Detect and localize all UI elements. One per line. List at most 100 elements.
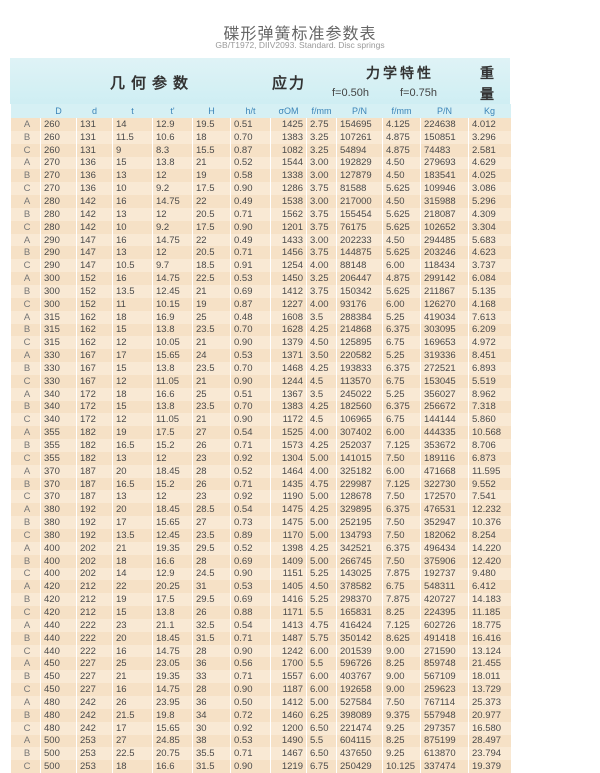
table-cell: 9.7 xyxy=(152,259,193,273)
table-row: B 370 187 16.5 15.2 26 0.71 1435 4.75 229987 7.125… xyxy=(10,477,511,491)
table-row: C 400 202 14 12.9 24.5 0.90 1151 5.25 143025 7.875… xyxy=(10,567,511,581)
table-cell: 15.2 xyxy=(152,439,193,452)
table-cell: 0.70 xyxy=(230,130,271,144)
table-cell: 6.00 xyxy=(306,670,337,684)
series-cell: B xyxy=(10,670,41,684)
table-cell: 187 xyxy=(76,464,113,478)
table-cell: 242 xyxy=(76,695,113,709)
table-cell: 0.53 xyxy=(230,734,271,748)
table-cell: 12 xyxy=(152,490,193,504)
table-row: B 260 131 11.5 10.6 18 0.70 1383 3.25 107261 4.875… xyxy=(10,130,511,144)
table-cell: 3.00 xyxy=(306,169,337,183)
table-cell: 0.54 xyxy=(230,503,271,517)
table-cell: 288384 xyxy=(336,310,383,324)
table-cell: 4.168 xyxy=(468,297,511,311)
table-cell: 3.75 xyxy=(306,284,337,298)
table-cell: 16.6 xyxy=(152,760,193,773)
table-row: B 480 242 21.5 19.8 34 0.72 1460 6.25 398089 9.375… xyxy=(10,708,511,722)
table-cell: 74483 xyxy=(420,143,469,157)
series-cell: A xyxy=(10,272,41,285)
table-cell: 192 xyxy=(76,516,113,529)
table-cell: 5.25 xyxy=(306,593,337,607)
table-cell: 294485 xyxy=(420,233,469,247)
table-cell: 142 xyxy=(76,207,113,221)
series-cell: C xyxy=(10,259,41,273)
table-cell: 420 xyxy=(40,593,77,607)
table-cell: 5.25 xyxy=(382,349,421,363)
table-cell: 7.125 xyxy=(382,618,421,632)
column-header: h/t xyxy=(230,104,271,118)
table-cell: 0.89 xyxy=(230,529,271,542)
table-cell: 13 xyxy=(112,246,153,260)
table-cell: 10.568 xyxy=(468,426,511,440)
table-cell: 13.729 xyxy=(468,683,511,696)
table-cell: 187 xyxy=(76,477,113,491)
table-cell: 8.254 xyxy=(468,529,511,542)
table-cell: 613870 xyxy=(420,747,469,761)
table-cell: 5.25 xyxy=(306,567,337,581)
table-cell: 0.70 xyxy=(230,400,271,414)
table-row: C 500 253 18 16.6 31.5 0.90 1219 6.75 250429 10.12… xyxy=(10,760,511,773)
table-cell: 203246 xyxy=(420,246,469,260)
table-cell: 21.455 xyxy=(468,657,511,671)
table-cell: 12.420 xyxy=(468,554,511,568)
table-cell: 33 xyxy=(192,670,231,684)
table-cell: 0.52 xyxy=(230,156,271,170)
table-cell: 7.50 xyxy=(382,516,421,529)
table-cell: 875199 xyxy=(420,734,469,748)
table-cell: 403767 xyxy=(336,670,383,684)
table-cell: 0.69 xyxy=(230,554,271,568)
series-cell: B xyxy=(10,130,41,144)
table-cell: 480 xyxy=(40,721,77,735)
table-cell: 3.50 xyxy=(306,349,337,363)
table-cell: 0.53 xyxy=(230,580,271,594)
table-row: B 315 162 15 13.8 23.5 0.70 1628 4.25 214868 6.375… xyxy=(10,323,511,337)
table-row: A 355 182 19 17.5 27 0.54 1525 4.00 307402 6.00 444… xyxy=(10,426,511,440)
table-cell: 6.00 xyxy=(306,683,337,696)
table-cell: 290 xyxy=(40,233,77,247)
table-cell: 118434 xyxy=(420,259,469,273)
table-cell: 182 xyxy=(76,426,113,440)
table-cell: 259623 xyxy=(420,683,469,696)
series-cell: C xyxy=(10,606,41,619)
table-cell: 18 xyxy=(112,554,153,568)
series-cell: A xyxy=(10,695,41,709)
series-cell: C xyxy=(10,644,41,658)
table-cell: 152 xyxy=(76,272,113,285)
table-cell: 28 xyxy=(192,464,231,478)
table-cell: 440 xyxy=(40,631,77,645)
table-row: C 420 212 15 13.8 26 0.88 1171 5.5 165831 8.25 2243… xyxy=(10,606,511,619)
table-cell: 14.75 xyxy=(152,195,193,208)
table-cell: 6.25 xyxy=(306,708,337,722)
table-cell: 330 xyxy=(40,349,77,363)
table-cell: 4.012 xyxy=(468,118,511,131)
table-cell: 4.50 xyxy=(382,169,421,183)
table-cell: 9.2 xyxy=(152,182,193,196)
column-header: f/mm xyxy=(306,104,337,118)
table-cell: 19 xyxy=(112,593,153,607)
table-cell: 30 xyxy=(192,721,231,735)
table-cell: 330 xyxy=(40,362,77,375)
table-cell: 222 xyxy=(76,618,113,632)
table-cell: 10 xyxy=(112,220,153,234)
series-cell: A xyxy=(10,118,41,131)
table-cell: 6.50 xyxy=(306,721,337,735)
table-row: A 370 187 20 18.45 28 0.52 1464 4.00 325182 6.00 47… xyxy=(10,464,511,478)
table-cell: 150851 xyxy=(420,130,469,144)
table-cell: 444335 xyxy=(420,426,469,440)
table-cell: 270 xyxy=(40,182,77,196)
column-header: t' xyxy=(152,104,193,118)
table-cell: 0.53 xyxy=(230,349,271,363)
table-cell: 154695 xyxy=(336,118,383,131)
table-cell: 31.5 xyxy=(192,760,231,773)
table-cell: 329895 xyxy=(336,503,383,517)
table-cell: 5.00 xyxy=(306,451,337,465)
table-cell: 4.50 xyxy=(306,580,337,594)
table-cell: 9.552 xyxy=(468,477,511,491)
table-cell: 14.183 xyxy=(468,593,511,607)
table-cell: 4.75 xyxy=(306,618,337,632)
table-cell: 9.00 xyxy=(382,670,421,684)
table-cell: 13.5 xyxy=(112,284,153,298)
table-cell: 315988 xyxy=(420,195,469,208)
table-cell: 136 xyxy=(76,156,113,170)
